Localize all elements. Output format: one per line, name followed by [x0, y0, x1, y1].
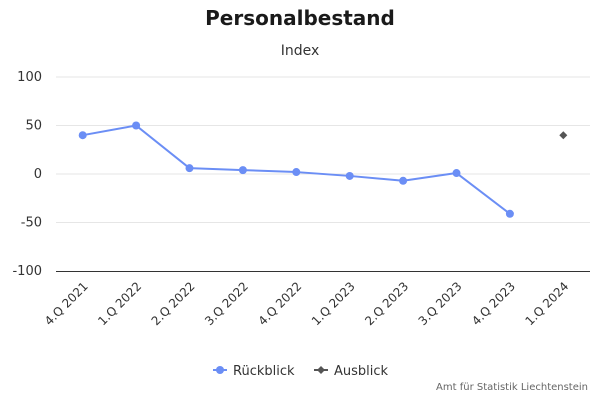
x-tick-label: 3.Q 2023: [416, 279, 465, 328]
data-point[interactable]: [399, 176, 408, 185]
legend-label: Rückblick: [233, 364, 295, 379]
chart-subtitle: Index: [280, 43, 320, 59]
x-tick-label: 2.Q 2023: [362, 279, 411, 328]
data-point[interactable]: [452, 169, 461, 178]
data-point[interactable]: [292, 168, 301, 177]
y-tick-label: 0: [34, 167, 42, 182]
data-point[interactable]: [132, 121, 141, 130]
credits-label[interactable]: Amt für Statistik Liechtenstein: [436, 382, 588, 393]
legend-diamond-icon: [317, 366, 325, 374]
y-tick-label: 100: [17, 70, 42, 85]
x-tick-label: 4.Q 2021: [42, 279, 91, 328]
x-tick-label: 4.Q 2023: [469, 279, 518, 328]
legend[interactable]: Rückblick Ausblick: [213, 364, 389, 379]
data-point[interactable]: [238, 166, 247, 175]
x-tick-label: 2.Q 2022: [149, 279, 198, 328]
y-tick-label: 50: [25, 119, 42, 134]
grid-lines: [56, 76, 590, 223]
data-point[interactable]: [559, 131, 568, 140]
chart-title: Personalbestand: [205, 6, 395, 30]
x-tick-label: 4.Q 2022: [255, 279, 304, 328]
data-point[interactable]: [78, 131, 87, 140]
legend-label: Ausblick: [334, 364, 389, 379]
data-point[interactable]: [505, 209, 514, 218]
legend-item-0[interactable]: Rückblick: [213, 364, 295, 379]
data-point[interactable]: [345, 171, 354, 180]
series: [78, 121, 568, 218]
y-tick-label: -100: [12, 264, 42, 279]
y-tick-label: -50: [21, 216, 42, 231]
x-tick-label: 1.Q 2022: [95, 279, 144, 328]
x-tick-label: 1.Q 2023: [309, 279, 358, 328]
x-tick-label: 1.Q 2024: [522, 279, 571, 328]
x-tick-label: 3.Q 2022: [202, 279, 251, 328]
legend-circle-icon: [216, 366, 224, 374]
data-point[interactable]: [185, 164, 194, 173]
legend-item-1[interactable]: Ausblick: [314, 364, 389, 379]
